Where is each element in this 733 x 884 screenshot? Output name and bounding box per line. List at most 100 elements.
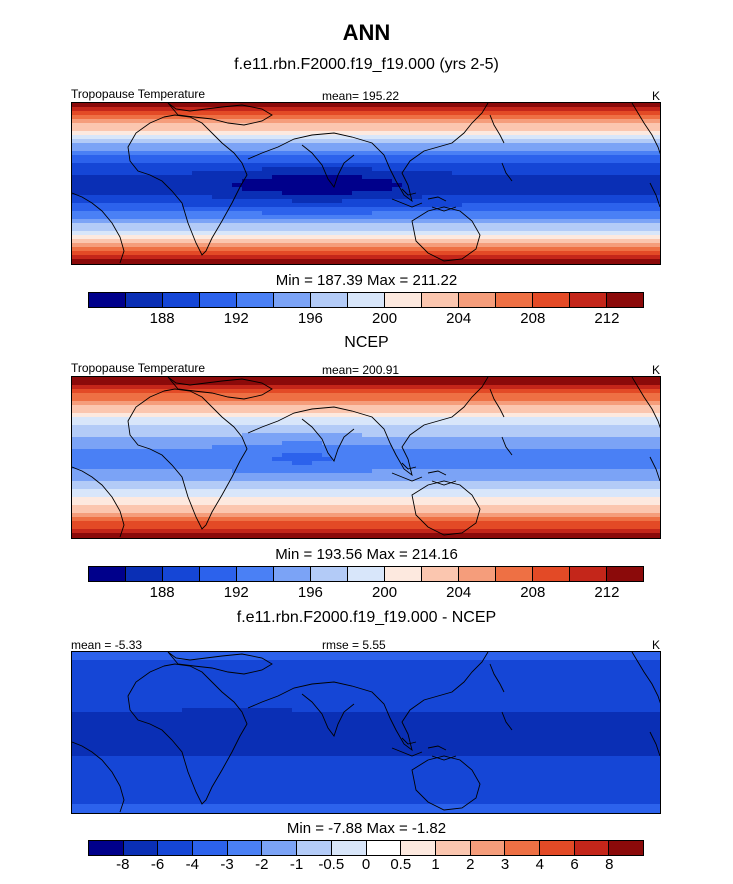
contour-cell — [652, 255, 660, 260]
contour-cell — [602, 457, 613, 462]
contour-cell — [322, 485, 333, 490]
contour-cell — [482, 497, 493, 502]
contour-cell — [582, 533, 593, 538]
contour-cell — [432, 517, 443, 522]
contour-cell — [372, 207, 383, 212]
contour-cell — [492, 393, 503, 398]
contour-cell — [232, 437, 243, 442]
contour-cell — [392, 652, 403, 657]
contour-cell — [282, 139, 293, 144]
contour-cell — [422, 409, 433, 414]
contour-cell — [162, 147, 173, 152]
contour-cell — [212, 385, 223, 390]
contour-cell — [642, 477, 653, 482]
contour-cell — [152, 533, 163, 538]
contour-cell — [382, 485, 393, 490]
contour-cell — [462, 231, 473, 236]
contour-cell — [182, 473, 193, 478]
contour-cell — [632, 473, 643, 478]
contour-cell — [582, 429, 593, 434]
contour-cell — [302, 255, 313, 260]
contour-cell — [262, 211, 273, 216]
contour-cell — [102, 231, 113, 236]
contour-cell — [352, 485, 363, 490]
contour-cell — [412, 231, 423, 236]
contour-cell — [512, 501, 523, 506]
contour-cell — [512, 445, 523, 450]
contour-cell — [232, 219, 243, 224]
contour-cell — [422, 131, 433, 136]
contour-cell — [162, 505, 173, 510]
contour-cell — [452, 195, 463, 200]
contour-cell — [502, 175, 513, 180]
contour-cell — [562, 405, 573, 410]
contour-cell — [252, 405, 263, 410]
contour-cell — [592, 219, 603, 224]
contour-cell — [462, 521, 473, 526]
contour-cell — [372, 187, 383, 192]
contour-cell — [82, 155, 93, 160]
contour-cell — [652, 247, 660, 252]
contour-cell — [532, 421, 543, 426]
contour-cell — [402, 235, 413, 240]
contour-cell — [422, 529, 433, 534]
contour-cell — [422, 497, 433, 502]
contour-cell — [482, 533, 493, 538]
contour-cell — [202, 167, 213, 172]
contour-cell — [312, 115, 323, 120]
contour-cell — [532, 151, 543, 156]
contour-cell — [162, 195, 173, 200]
contour-cell — [102, 537, 113, 538]
contour-cell — [82, 421, 93, 426]
contour-cell — [412, 469, 423, 474]
contour-cell — [92, 425, 103, 430]
contour-cell — [292, 251, 303, 256]
contour-cell — [272, 143, 283, 148]
contour-cell — [132, 155, 143, 160]
contour-cell — [612, 183, 623, 188]
contour-cell — [412, 449, 423, 454]
contour-cell — [82, 151, 93, 156]
contour-cell — [172, 513, 183, 518]
contour-cell — [92, 163, 103, 168]
contour-cell — [552, 445, 563, 450]
contour-cell — [382, 377, 393, 382]
contour-cell — [432, 183, 443, 188]
contour-cell — [562, 211, 573, 216]
contour-cell — [302, 481, 313, 486]
contour-cell — [562, 191, 573, 196]
contour-cell — [192, 179, 203, 184]
contour-cell — [312, 509, 323, 514]
contour-cell — [232, 433, 243, 438]
contour-cell — [192, 409, 203, 414]
contour-cell — [112, 445, 123, 450]
contour-cell — [412, 453, 423, 458]
contour-cell — [192, 413, 203, 418]
contour-cell — [642, 533, 653, 538]
contour-cell — [572, 397, 583, 402]
contour-cell — [252, 477, 263, 482]
contour-cell — [352, 401, 363, 406]
contour-cell — [622, 397, 633, 402]
contour-cell — [502, 477, 513, 482]
contour-cell — [322, 409, 333, 414]
contour-cell — [432, 107, 443, 112]
contour-cell — [492, 155, 503, 160]
contour-cell — [652, 537, 660, 538]
contour-cell — [602, 377, 613, 382]
contour-cell — [292, 191, 303, 196]
contour-cell — [582, 147, 593, 152]
contour-cell — [372, 525, 383, 530]
contour-cell — [82, 445, 93, 450]
contour-cell — [622, 493, 633, 498]
colorbar-cell — [496, 293, 533, 307]
contour-cell — [192, 457, 203, 462]
contour-cell — [562, 385, 573, 390]
contour-cell — [282, 493, 293, 498]
contour-cell — [92, 199, 103, 204]
contour-cell — [252, 223, 263, 228]
contour-cell — [372, 509, 383, 514]
contour-cell — [602, 525, 613, 530]
contour-cell — [452, 119, 463, 124]
contour-cell — [482, 239, 493, 244]
